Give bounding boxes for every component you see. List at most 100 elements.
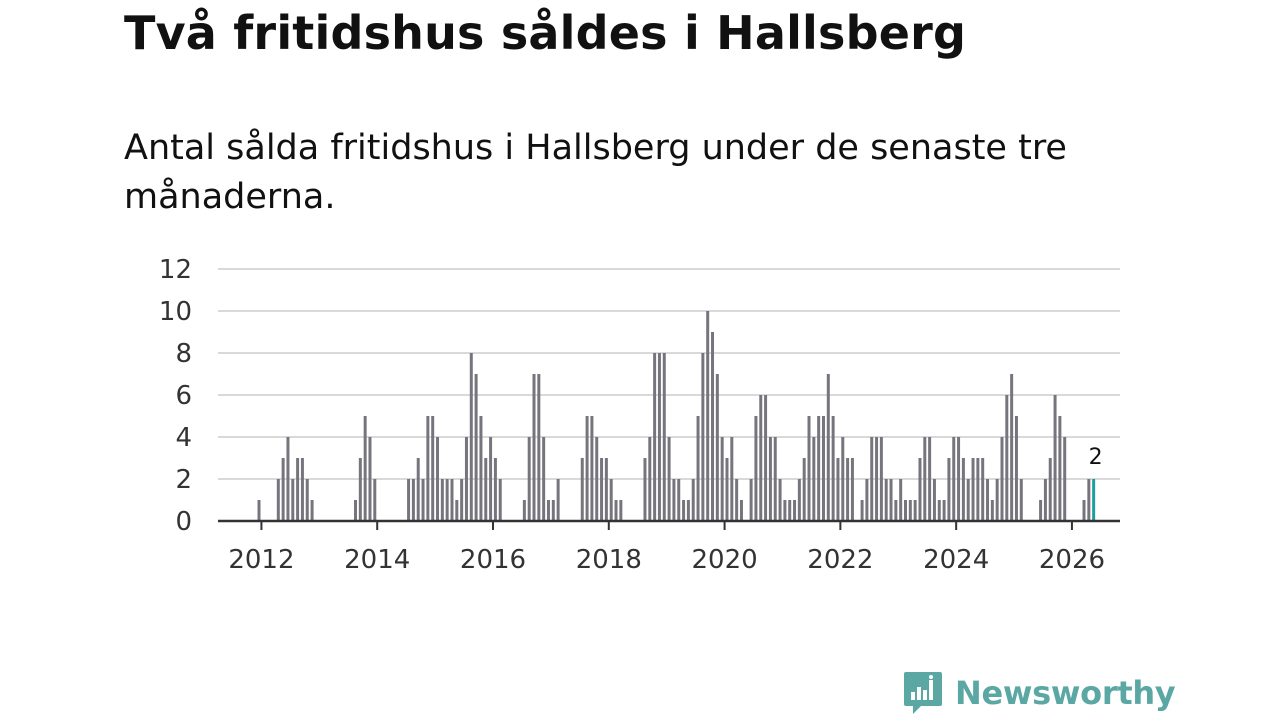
bar: [952, 437, 956, 521]
bar: [300, 458, 304, 521]
bar: [416, 458, 420, 521]
bar: [1010, 374, 1014, 521]
x-tick-label: 2024: [923, 545, 989, 575]
bar: [580, 458, 584, 521]
bar: [595, 437, 599, 521]
bar: [1063, 437, 1067, 521]
bar: [460, 479, 464, 521]
bar: [305, 479, 309, 521]
bar: [498, 479, 502, 521]
bar: [894, 500, 898, 521]
bar: [1058, 416, 1062, 521]
bar: [677, 479, 681, 521]
bar: [445, 479, 449, 521]
bar: [600, 458, 604, 521]
bar: [648, 437, 652, 521]
bar: [542, 437, 546, 521]
bar: [797, 479, 801, 521]
bar: [788, 500, 792, 521]
bar: [363, 416, 367, 521]
y-tick-label: 12: [159, 255, 192, 285]
bar: [995, 479, 999, 521]
bar: [836, 458, 840, 521]
bar: [411, 479, 415, 521]
bar: [1087, 479, 1091, 521]
bar: [609, 479, 613, 521]
y-tick-label: 0: [175, 507, 192, 537]
bar: [436, 437, 440, 521]
tick-labels: 0 2 4 6 8 10 12 2 2012 2014 2016 2018 2020 2022 2024 20…: [159, 255, 1105, 575]
bar: [489, 437, 493, 521]
bar: [821, 416, 825, 521]
bar: [850, 458, 854, 521]
bar: [932, 479, 936, 521]
x-tick-label: 2014: [344, 545, 410, 575]
bar: [846, 458, 850, 521]
bar: [889, 479, 893, 521]
bar: [826, 374, 830, 521]
bar: [778, 479, 782, 521]
x-tick-label: 2026: [1039, 545, 1105, 575]
bar: [657, 353, 661, 521]
bar: [793, 500, 797, 521]
bar: [817, 416, 821, 521]
y-tick-label: 8: [175, 339, 192, 369]
bar: [546, 500, 550, 521]
x-tick-label: 2020: [691, 545, 757, 575]
bar: [913, 500, 917, 521]
bar-latest: [1092, 479, 1096, 521]
bar: [899, 479, 903, 521]
bar: [1014, 416, 1018, 521]
y-tick-label: 2: [175, 465, 192, 495]
bar: [484, 458, 488, 521]
bar: [904, 500, 907, 521]
y-tick-label: 10: [159, 297, 192, 327]
bar: [522, 500, 526, 521]
bar: [990, 500, 994, 521]
bar: [281, 458, 285, 521]
latest-value-label: 2: [1089, 445, 1103, 470]
bars: [257, 311, 1096, 521]
bar: [759, 395, 763, 521]
bar: [1019, 479, 1023, 521]
bar: [1005, 395, 1009, 521]
y-tick-label: 6: [175, 381, 192, 411]
bar: [686, 500, 690, 521]
bar: [865, 479, 869, 521]
bar: [257, 500, 261, 521]
bar: [682, 500, 686, 521]
bar: [310, 500, 314, 521]
bar: [354, 500, 357, 521]
bar: [421, 479, 425, 521]
bar: [961, 458, 965, 521]
bar: [358, 458, 362, 521]
newsworthy-logo-icon: [904, 672, 942, 714]
bar: [653, 353, 657, 521]
bar: [276, 479, 280, 521]
bar: [643, 458, 647, 521]
bar: [373, 479, 377, 521]
bar: [937, 500, 941, 521]
bar: [1082, 500, 1086, 521]
bar: [715, 374, 719, 521]
bar: [672, 479, 676, 521]
bar: [455, 500, 459, 521]
bar: [493, 458, 497, 521]
bar: [739, 500, 743, 521]
bar: [537, 374, 541, 521]
bar: [720, 437, 724, 521]
bar: [667, 437, 671, 521]
bar: [754, 416, 758, 521]
bar: [464, 437, 468, 521]
bar: [1048, 458, 1052, 521]
bar: [735, 479, 739, 521]
bar: [807, 416, 811, 521]
bar: [286, 437, 290, 521]
bar: [928, 437, 932, 521]
bar: [730, 437, 734, 521]
bar: [773, 437, 777, 521]
x-tick-label: 2016: [460, 545, 526, 575]
bar: [604, 458, 608, 521]
bar: [966, 479, 970, 521]
